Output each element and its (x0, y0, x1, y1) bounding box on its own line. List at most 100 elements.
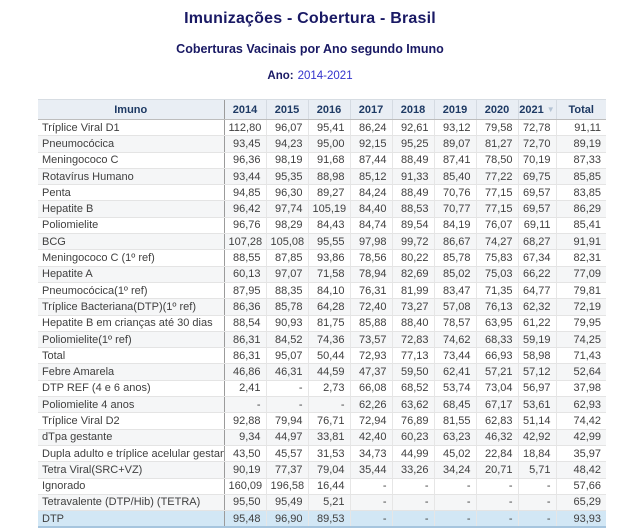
value-cell-2015: 95,07 (265, 347, 308, 365)
table-row[interactable]: Meningococo C 96,36 98,19 91,68 87,44 88,49 87… (38, 152, 606, 169)
value-cell-2019: 73,44 (433, 347, 476, 365)
value-cell-2017: 86,24 (349, 119, 392, 137)
value-cell-2016: 76,71 (307, 412, 350, 430)
value-cell-2020: 68,33 (475, 331, 518, 349)
value-cell-2016: 93,86 (307, 249, 350, 267)
value-cell-2017: - (349, 478, 392, 495)
value-cell-2020: 76,07 (475, 217, 518, 235)
value-cell-2016: 84,10 (307, 282, 350, 300)
value-cell-2018: 88,53 (391, 200, 434, 218)
row-label: Meningococo C (1º ref) (38, 249, 224, 267)
value-cell-total: 52,64 (555, 363, 606, 381)
value-cell-2018: 59,50 (391, 363, 434, 381)
table-row[interactable]: Dupla adulto e tríplice acelular gestant… (38, 445, 606, 463)
value-cell-2014: 60,13 (223, 266, 266, 283)
table-row[interactable]: Poliomielite 96,76 98,29 84,43 84,74 89,54 84,… (38, 217, 606, 235)
table-row[interactable]: Pneumocócica 93,45 94,23 95,00 92,15 95,25 89,… (38, 135, 606, 153)
value-cell-total: 93,93 (555, 510, 606, 529)
value-cell-total: 77,09 (555, 266, 606, 283)
column-header-2021[interactable]: 2021 ▼ (517, 99, 556, 120)
value-cell-2015: - (265, 396, 308, 414)
column-header-2015[interactable]: 2015 (265, 99, 308, 120)
value-cell-2019: 53,74 (433, 380, 476, 398)
column-header-2019[interactable]: 2019 (433, 99, 476, 120)
value-cell-2020: 66,93 (475, 347, 518, 365)
table-row[interactable]: Hepatite B 96,42 97,74 105,19 84,40 88,53 70,7… (38, 200, 606, 218)
table-row[interactable]: Meningococo C (1º ref) 88,55 87,85 93,86 78,… (38, 249, 606, 267)
value-cell-2019: - (433, 494, 476, 512)
value-cell-2020: 74,27 (475, 233, 518, 251)
value-cell-2016: 2,73 (307, 380, 350, 398)
column-header-2020[interactable]: 2020 (475, 99, 518, 120)
column-header-imuno[interactable]: Imuno (38, 99, 224, 120)
value-cell-2014: 107,28 (223, 233, 266, 251)
value-cell-2021: 69,57 (517, 184, 556, 202)
table-row[interactable]: Hepatite A 60,13 97,07 71,58 78,94 82,69 85,02… (38, 266, 606, 283)
table-row[interactable]: DTP 95,48 96,90 89,53- - - - -93,93 (38, 510, 606, 529)
value-cell-2015: 94,23 (265, 135, 308, 153)
row-label: Penta (38, 184, 224, 202)
table-row[interactable]: Rotavírus Humano 93,44 95,35 88,98 85,12 91,3… (38, 168, 606, 186)
value-cell-2019: 62,41 (433, 363, 476, 381)
column-header-total[interactable]: Total (555, 99, 606, 120)
value-cell-2014: 160,09 (223, 478, 266, 495)
value-cell-total: 87,33 (555, 152, 606, 169)
row-label: Rotavírus Humano (38, 168, 224, 186)
column-header-2018[interactable]: 2018 (391, 99, 434, 120)
table-row[interactable]: Total 86,31 95,07 50,44 72,93 77,13 73,44 66,93… (38, 347, 606, 365)
value-cell-2015: 97,07 (265, 266, 308, 283)
row-label: Poliomielite 4 anos (38, 396, 224, 414)
value-cell-2018: 82,69 (391, 266, 434, 283)
value-cell-2016: 84,43 (307, 217, 350, 235)
table-row[interactable]: Hepatite B em crianças até 30 dias 88,54 9… (38, 315, 606, 332)
value-cell-2015: 95,35 (265, 168, 308, 186)
value-cell-2021: 18,84 (517, 445, 556, 463)
table-row[interactable]: Tetra Viral(SRC+VZ) 90,19 77,37 79,04 35,44 3… (38, 461, 606, 479)
period-value: 2014-2021 (297, 70, 353, 82)
value-cell-2017: 85,12 (349, 168, 392, 186)
table-row[interactable]: dTpa gestante 9,34 44,97 33,81 42,40 60,23 63,… (38, 429, 606, 446)
table-row[interactable]: Pneumocócica(1º ref) 87,95 88,35 84,10 76,31… (38, 282, 606, 300)
column-header-2016[interactable]: 2016 (307, 99, 350, 120)
table-row[interactable]: Penta 94,85 96,30 89,27 84,24 88,49 70,76 77,15… (38, 184, 606, 202)
value-cell-2015: 97,74 (265, 200, 308, 218)
value-cell-2020: 75,03 (475, 266, 518, 283)
table-row[interactable]: Tríplice Viral D1 112,80 96,07 95,41 86,24 92… (38, 119, 606, 137)
value-cell-2014: 90,19 (223, 461, 266, 479)
row-label: Hepatite B em crianças até 30 dias (38, 315, 224, 332)
value-cell-2016: - (307, 396, 350, 414)
value-cell-2018: 72,83 (391, 331, 434, 349)
value-cell-2016: 33,81 (307, 429, 350, 446)
table-row[interactable]: BCG 107,28 105,08 95,55 97,98 99,72 86,67 74,27… (38, 233, 606, 251)
column-header-2017[interactable]: 2017 (349, 99, 392, 120)
table-row[interactable]: Tríplice Bacteriana(DTP)(1º ref) 86,36 85,… (38, 298, 606, 316)
row-label: Tetra Viral(SRC+VZ) (38, 461, 224, 479)
value-cell-2021: 53,61 (517, 396, 556, 414)
value-cell-2014: 9,34 (223, 429, 266, 446)
value-cell-total: 37,98 (555, 380, 606, 398)
column-header-2014[interactable]: 2014 (223, 99, 266, 120)
table-row[interactable]: Febre Amarela 46,86 46,31 44,59 47,37 59,50 62… (38, 363, 606, 381)
value-cell-2021: 70,19 (517, 152, 556, 169)
value-cell-2014: 93,44 (223, 168, 266, 186)
value-cell-2015: - (265, 380, 308, 398)
table-row[interactable]: DTP REF (4 e 6 anos) 2,41-2,73 66,08 68,52 5… (38, 380, 606, 398)
table-row[interactable]: Tríplice Viral D2 92,88 79,94 76,71 72,94 76,… (38, 412, 606, 430)
value-cell-2016: 50,44 (307, 347, 350, 365)
value-cell-total: 83,85 (555, 184, 606, 202)
row-label: Hepatite A (38, 266, 224, 283)
value-cell-2019: 83,47 (433, 282, 476, 300)
table-row[interactable]: Poliomielite 4 anos - - -62,26 63,62 68,45 67,… (38, 396, 606, 414)
value-cell-2015: 44,97 (265, 429, 308, 446)
value-cell-2015: 96,07 (265, 119, 308, 137)
sort-desc-icon: ▼ (546, 104, 555, 114)
value-cell-2014: 86,31 (223, 347, 266, 365)
table-row[interactable]: Tetravalente (DTP/Hib) (TETRA) 95,50 95,49… (38, 494, 606, 512)
table-row[interactable]: Ignorado 160,09 196,58 16,44- - - - -57,66 (38, 478, 606, 495)
value-cell-2020: 63,95 (475, 315, 518, 332)
value-cell-2018: 95,25 (391, 135, 434, 153)
value-cell-2017: 62,26 (349, 396, 392, 414)
value-cell-2016: 88,98 (307, 168, 350, 186)
table-row[interactable]: Poliomielite(1º ref) 86,31 84,52 74,36 73,57… (38, 331, 606, 349)
value-cell-2016: 31,53 (307, 445, 350, 463)
